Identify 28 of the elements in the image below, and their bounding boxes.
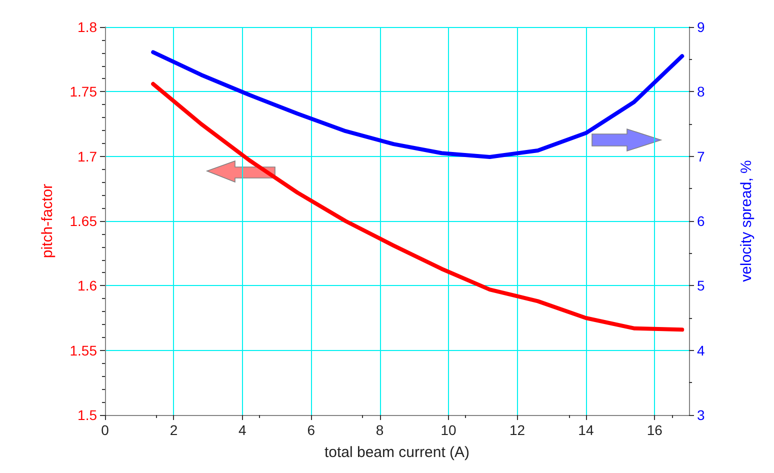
y2-tick-label: 8: [697, 84, 705, 100]
y-tick-label: 1.55: [70, 342, 98, 358]
x-tick-label: 12: [509, 422, 526, 438]
x-tick-label: 14: [578, 422, 594, 438]
y-tick-label: 1.5: [78, 407, 98, 423]
y2-tick-label: 4: [697, 342, 705, 358]
y2-tick-label: 9: [697, 19, 705, 35]
x-tick-label: 4: [238, 422, 247, 438]
x-tick-label: 8: [376, 422, 384, 438]
y2-axis-title: velocity spread, %: [738, 160, 755, 282]
y-tick-label: 1.65: [70, 213, 98, 229]
y2-tick-label: 5: [697, 278, 705, 294]
line-series: [151, 50, 684, 159]
y-tick-label: 1.8: [78, 19, 98, 35]
x-tick-label: 10: [440, 422, 457, 438]
y-axis-title: pitch-factor: [39, 184, 56, 258]
x-tick-label: 16: [646, 422, 663, 438]
x-axis-title: total beam current (A): [324, 444, 470, 461]
y2-tick-label: 7: [697, 148, 705, 164]
x-tick-label: 6: [307, 422, 316, 438]
y2-tick-label: 6: [697, 213, 705, 229]
x-tick-label: 2: [170, 422, 178, 438]
x-tick-label: 0: [101, 422, 110, 438]
y-tick-label: 1.6: [78, 278, 98, 294]
y-tick-label: 1.75: [70, 84, 98, 100]
y-tick-label: 1.7: [78, 148, 98, 164]
y2-tick-label: 3: [697, 407, 705, 423]
line-series: [151, 82, 684, 332]
